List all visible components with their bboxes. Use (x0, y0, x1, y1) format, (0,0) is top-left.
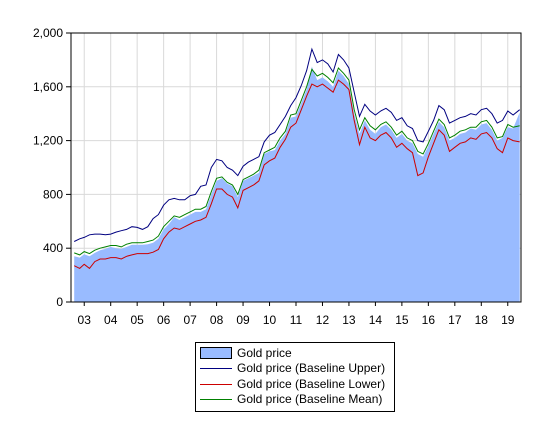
x-tick-label: 08 (210, 313, 224, 327)
x-tick-label: 11 (290, 313, 303, 327)
y-tick-label: 400 (43, 241, 63, 255)
legend-item-baseline-lower: Gold price (Baseline Lower) (200, 376, 390, 392)
x-tick-label: 06 (157, 313, 171, 327)
series-area-gold-price (74, 66, 520, 302)
x-tick-label: 07 (183, 313, 197, 327)
x-tick-label: 18 (475, 313, 489, 327)
x-axis: 03 04 05 06 07 08 09 10 11 12 13 14 15 16 17 18 19 (78, 302, 515, 327)
legend-label: Gold price (237, 345, 292, 360)
x-tick-label: 16 (422, 313, 436, 327)
x-tick-label: 17 (448, 313, 462, 327)
x-tick-label: 13 (342, 313, 356, 327)
legend: Gold price Gold price (Baseline Upper) G… (195, 342, 395, 412)
y-tick-label: 1,600 (33, 80, 63, 94)
series-line-gold-price-baseline-upper (73, 47, 521, 242)
x-tick-label: 03 (78, 313, 92, 327)
x-tick-label: 15 (395, 313, 409, 327)
legend-swatch-area (200, 346, 232, 359)
x-tick-label: 12 (316, 313, 330, 327)
legend-item-baseline-upper: Gold price (Baseline Upper) (200, 361, 390, 377)
legend-swatch-line (200, 378, 232, 390)
x-tick-label: 04 (104, 313, 118, 327)
series-line-gold-price-baseline-lower (73, 79, 520, 270)
y-tick-label: 800 (43, 187, 63, 201)
x-tick-label: 09 (236, 313, 250, 327)
legend-swatch-line (200, 393, 232, 405)
legend-item-gold-price: Gold price (200, 345, 390, 361)
series-layer (73, 47, 521, 302)
legend-label: Gold price (Baseline Lower) (237, 376, 386, 391)
x-tick-label: 05 (130, 313, 144, 327)
y-axis: 0 400 800 1,200 1,600 2,000 (33, 26, 71, 309)
series-line-gold-price-baseline-mean (74, 67, 520, 256)
legend-swatch-line (200, 362, 232, 374)
legend-label: Gold price (Baseline Mean) (237, 392, 383, 407)
legend-item-baseline-mean: Gold price (Baseline Mean) (200, 392, 390, 408)
x-tick-label: 19 (501, 313, 515, 327)
y-tick-label: 2,000 (33, 26, 63, 40)
x-tick-label: 14 (369, 313, 383, 327)
x-tick-label: 10 (263, 313, 277, 327)
y-tick-label: 1,200 (33, 134, 63, 148)
legend-label: Gold price (Baseline Upper) (237, 361, 386, 376)
y-tick-label: 0 (56, 295, 63, 309)
